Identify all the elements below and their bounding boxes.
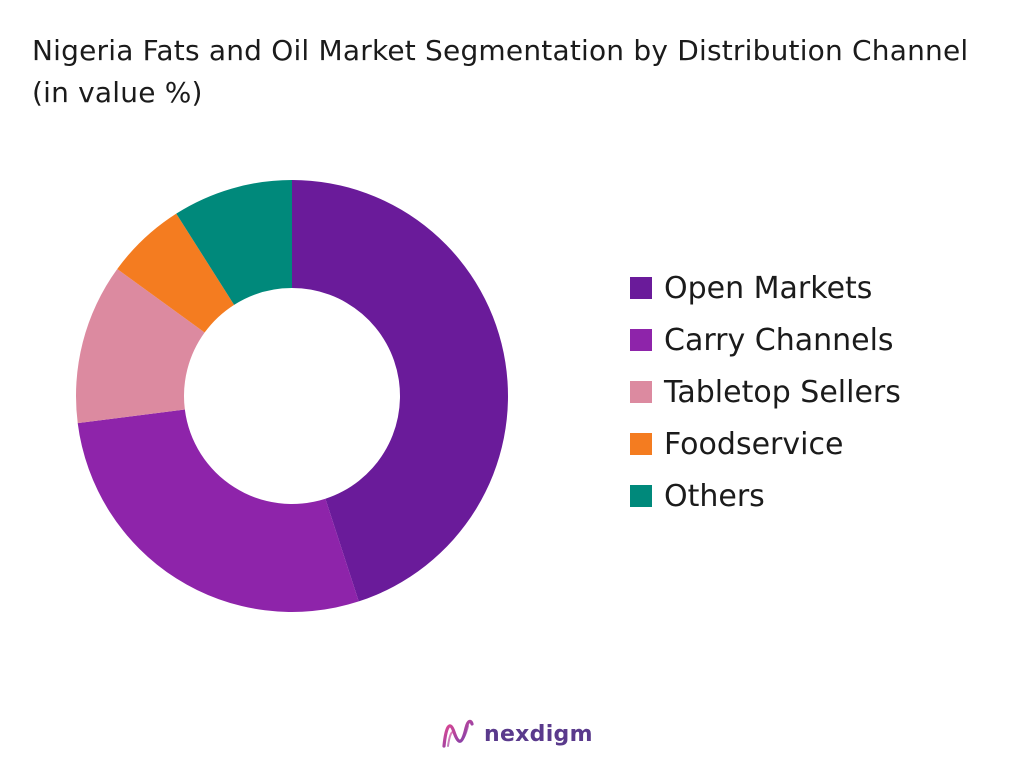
legend-item-open-markets: Open Markets bbox=[630, 262, 901, 314]
brand-logo: nexdigm bbox=[440, 714, 593, 754]
donut-slices bbox=[76, 180, 509, 613]
legend-swatch bbox=[630, 381, 652, 403]
donut-slice-tabletop-sellers bbox=[76, 269, 205, 424]
donut-slice-foodservice bbox=[117, 213, 235, 333]
legend-item-carry-channels: Carry Channels bbox=[630, 314, 901, 366]
legend-label: Tabletop Sellers bbox=[664, 374, 901, 410]
legend-swatch bbox=[630, 485, 652, 507]
chart-title: Nigeria Fats and Oil Market Segmentation… bbox=[32, 34, 969, 109]
legend-label: Others bbox=[664, 478, 765, 514]
legend-item-others: Others bbox=[630, 470, 901, 522]
legend-item-foodservice: Foodservice bbox=[630, 418, 901, 470]
donut-slice-others bbox=[176, 180, 292, 305]
nexdigm-logo-icon bbox=[442, 719, 474, 748]
donut-slice-open-markets bbox=[292, 180, 509, 602]
legend-label: Foodservice bbox=[664, 426, 844, 462]
legend-swatch bbox=[630, 433, 652, 455]
legend-swatch bbox=[630, 329, 652, 351]
legend-item-tabletop-sellers: Tabletop Sellers bbox=[630, 366, 901, 418]
legend-label: Open Markets bbox=[664, 270, 873, 306]
chart-legend: Open Markets Carry Channels Tabletop Sel… bbox=[630, 262, 901, 522]
donut-slice-carry-channels bbox=[77, 409, 359, 613]
brand-name: nexdigm bbox=[484, 721, 593, 747]
legend-swatch bbox=[630, 277, 652, 299]
legend-label: Carry Channels bbox=[664, 322, 894, 358]
